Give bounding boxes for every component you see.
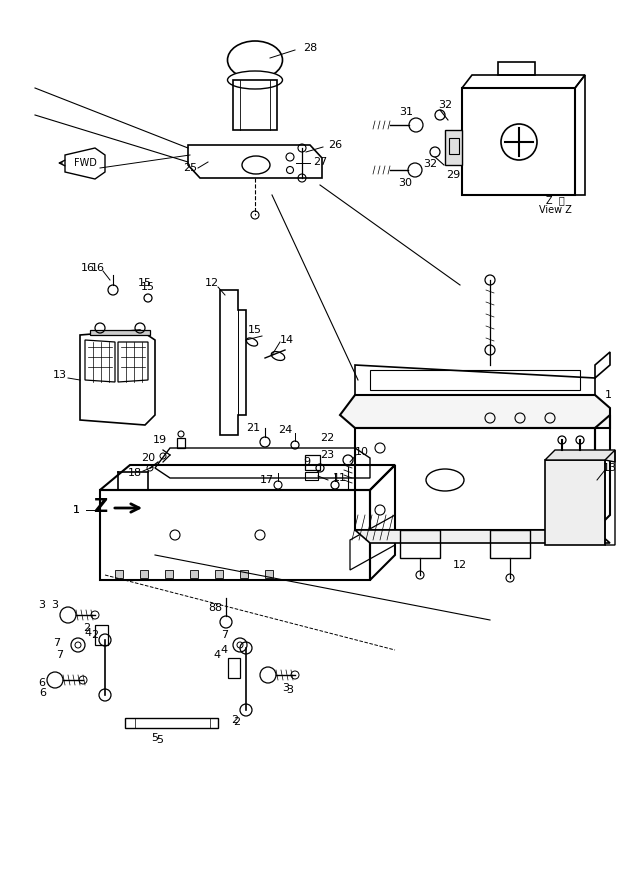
Text: 6: 6 <box>39 688 47 698</box>
Text: 27: 27 <box>313 157 327 167</box>
Text: 3: 3 <box>52 600 59 610</box>
Text: 8: 8 <box>214 603 222 613</box>
Bar <box>165 570 173 578</box>
Text: 14: 14 <box>280 335 294 345</box>
Text: 15: 15 <box>141 282 155 292</box>
Polygon shape <box>340 395 610 428</box>
Bar <box>240 570 248 578</box>
Text: 1: 1 <box>72 505 80 515</box>
Text: 22: 22 <box>320 433 334 443</box>
Text: 31: 31 <box>399 107 413 117</box>
Text: 26: 26 <box>328 140 342 150</box>
Text: 16: 16 <box>91 263 105 273</box>
Polygon shape <box>90 330 150 335</box>
Bar <box>215 570 223 578</box>
Text: 32: 32 <box>438 100 452 110</box>
Text: 32: 32 <box>423 159 437 169</box>
Polygon shape <box>355 530 610 543</box>
Text: 18: 18 <box>128 468 142 478</box>
Text: 5: 5 <box>156 735 163 745</box>
Text: 2: 2 <box>234 717 240 727</box>
Text: 12: 12 <box>453 560 467 570</box>
Text: 3: 3 <box>287 685 293 695</box>
Polygon shape <box>545 460 605 545</box>
Text: 23: 23 <box>320 450 334 460</box>
Text: 2: 2 <box>83 623 90 633</box>
Polygon shape <box>445 130 462 165</box>
Text: 10: 10 <box>355 447 369 457</box>
Text: 4: 4 <box>214 650 221 660</box>
Text: 1: 1 <box>604 390 612 400</box>
Text: 25: 25 <box>183 163 197 173</box>
Text: 4: 4 <box>221 645 227 655</box>
Bar <box>140 570 148 578</box>
Text: 6: 6 <box>39 678 45 688</box>
Text: 13: 13 <box>53 370 67 380</box>
Text: Z: Z <box>93 497 107 517</box>
Text: 30: 30 <box>398 178 412 188</box>
Bar <box>449 138 459 154</box>
Text: 5: 5 <box>151 733 158 743</box>
Text: 3: 3 <box>39 600 45 610</box>
Text: 7: 7 <box>221 630 229 640</box>
Text: 12: 12 <box>205 278 219 288</box>
Text: FWD: FWD <box>74 158 97 168</box>
Ellipse shape <box>227 41 282 79</box>
Text: 4: 4 <box>85 628 92 638</box>
Ellipse shape <box>227 71 282 89</box>
Text: Z  矧: Z 矧 <box>546 195 564 205</box>
Text: 8: 8 <box>209 603 216 613</box>
Bar <box>115 570 123 578</box>
Text: 13: 13 <box>603 463 617 473</box>
Text: 19: 19 <box>153 435 167 445</box>
Text: 20: 20 <box>141 453 155 463</box>
Text: 7: 7 <box>54 638 60 648</box>
Text: 15: 15 <box>248 325 262 335</box>
Text: 9: 9 <box>303 457 310 467</box>
Text: 2: 2 <box>231 715 239 725</box>
Text: 24: 24 <box>278 425 292 435</box>
Text: 11: 11 <box>333 473 347 483</box>
Polygon shape <box>545 450 615 462</box>
Text: 1: 1 <box>72 505 80 515</box>
Text: 15: 15 <box>138 278 152 288</box>
Text: 28: 28 <box>303 43 317 53</box>
Text: View Z: View Z <box>538 205 571 215</box>
Text: 29: 29 <box>446 170 460 180</box>
Text: 3: 3 <box>282 683 290 693</box>
Text: 17: 17 <box>260 475 274 485</box>
Bar <box>265 570 273 578</box>
Text: 2: 2 <box>92 630 98 640</box>
Bar <box>190 570 198 578</box>
Text: 7: 7 <box>57 650 64 660</box>
Text: 16: 16 <box>81 263 95 273</box>
Text: 21: 21 <box>246 423 260 433</box>
